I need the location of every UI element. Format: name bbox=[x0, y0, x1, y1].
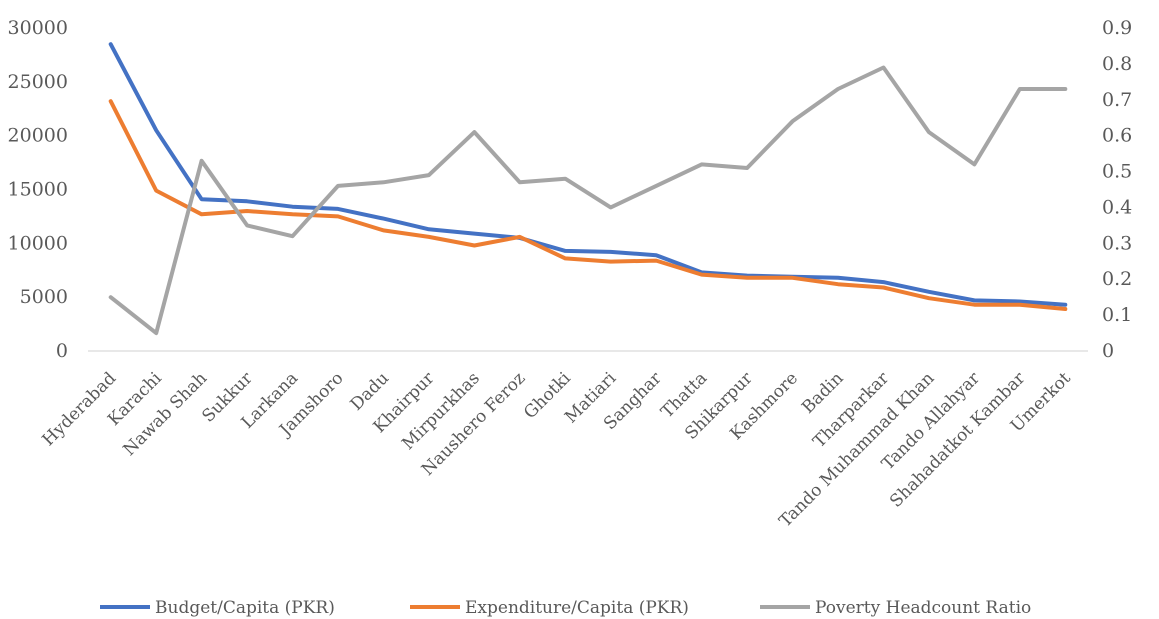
series-line-0 bbox=[108, 42, 1068, 307]
legend-label: Expenditure/Capita (PKR) bbox=[465, 598, 689, 618]
right-tick-label: 0.7 bbox=[1102, 89, 1132, 111]
left-tick-label: 25000 bbox=[8, 71, 68, 93]
legend: Budget/Capita (PKR) Expenditure/Capita (P… bbox=[100, 598, 1031, 618]
right-tick-label: 0.4 bbox=[1102, 196, 1132, 218]
left-tick-label: 5000 bbox=[20, 286, 68, 308]
left-y-axis: 0 5000 10000 15000 20000 25000 30000 bbox=[8, 17, 68, 362]
legend-label: Budget/Capita (PKR) bbox=[155, 598, 335, 618]
series-line-1 bbox=[108, 99, 1068, 311]
left-tick-label: 20000 bbox=[8, 125, 68, 147]
left-tick-label: 30000 bbox=[8, 17, 68, 39]
series-line-2 bbox=[108, 65, 1068, 336]
right-tick-label: 0.5 bbox=[1102, 161, 1132, 183]
right-tick-label: 0 bbox=[1102, 340, 1114, 362]
right-tick-label: 0.1 bbox=[1102, 304, 1132, 326]
right-tick-label: 0.6 bbox=[1102, 125, 1132, 147]
right-tick-label: 0.3 bbox=[1102, 232, 1132, 254]
right-tick-label: 0.2 bbox=[1102, 268, 1132, 290]
right-tick-label: 0.8 bbox=[1102, 53, 1132, 75]
left-tick-label: 0 bbox=[56, 340, 68, 362]
left-tick-label: 15000 bbox=[8, 179, 68, 201]
right-tick-label: 0.9 bbox=[1102, 17, 1132, 39]
legend-label: Poverty Headcount Ratio bbox=[815, 598, 1031, 618]
plot-area bbox=[108, 42, 1068, 336]
right-y-axis: 0 0.1 0.2 0.3 0.4 0.5 0.6 0.7 0.8 0.9 bbox=[1102, 17, 1132, 362]
category-label: Hyderabad bbox=[39, 368, 121, 450]
left-tick-label: 10000 bbox=[8, 232, 68, 254]
